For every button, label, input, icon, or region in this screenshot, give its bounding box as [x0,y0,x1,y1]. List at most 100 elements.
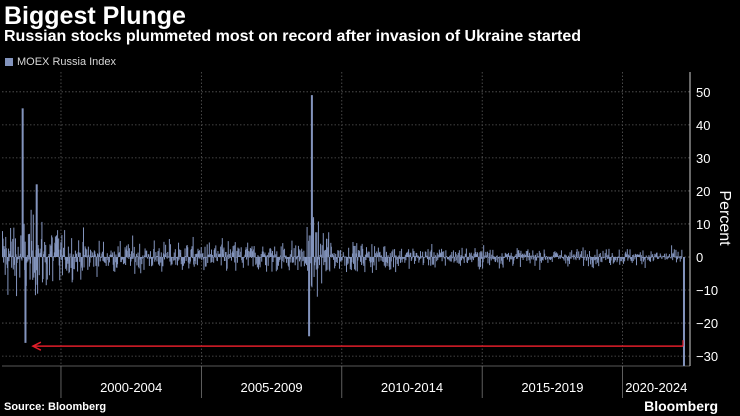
series-bar [335,253,337,257]
y-tick-label: 10 [696,217,710,232]
series-bar [429,256,431,260]
series-bar [522,256,524,260]
series-bar [660,256,662,258]
series-bar [282,249,284,257]
series-bar [579,256,581,259]
series-bar [194,254,196,257]
series-bar [204,246,206,257]
series-bar [314,256,316,263]
series-bar [373,256,375,263]
series-bar [418,256,420,263]
series-bar [250,248,252,257]
series-bar [92,255,94,257]
series-bar [147,254,149,257]
series-bar [188,256,190,269]
series-bar [337,250,339,257]
series-bar [198,256,200,259]
series-bar [401,248,403,257]
series-bar [72,254,74,257]
series-bar [626,255,628,257]
series-bar [633,256,635,257]
series-bar [139,256,141,260]
series-bar [403,256,405,259]
series-bar [576,251,578,257]
series-bar [592,256,594,269]
series-bar [346,256,348,265]
series-bar [36,256,38,285]
series-bar [346,256,347,273]
series-bar [522,253,524,257]
series-bar [403,256,405,259]
series-bar [457,255,459,257]
series-bar [344,256,346,266]
series-bar [643,256,645,259]
series-bar [242,256,244,260]
series-bar [446,256,448,260]
series-bar [40,239,42,257]
series-bar [593,256,595,259]
series-bar [76,256,78,262]
series-bar-extreme [21,108,24,257]
series-bar [345,256,347,258]
series-bar [564,254,566,257]
series-bar [450,256,452,262]
series-bar [115,254,117,257]
series-bar [181,256,183,261]
series-bar [309,256,311,264]
series-bar [310,235,312,257]
series-bar [98,256,100,267]
series-bar [435,255,437,257]
series-bar [593,256,595,261]
series-bar [671,253,673,257]
series-bar [277,256,279,265]
series-bar [536,256,538,261]
series-bar [350,256,352,271]
series-bar [469,252,471,257]
series-bar [668,255,670,257]
series-bar [61,256,63,276]
series-bar [83,227,85,257]
series-bar [495,256,497,263]
series-bar [396,256,398,260]
series-bar [468,256,470,260]
series-bar [613,256,615,262]
series-bar [91,256,93,257]
series-bar [120,256,122,263]
series-bar [228,256,230,260]
series-bar [376,254,378,257]
series-bar [187,256,189,263]
series-bar [513,256,515,258]
series-bar [187,247,189,257]
series-bar [607,254,609,257]
series-bar [349,256,351,270]
series-bar [44,256,46,263]
series-bar [303,250,305,257]
series-bar [537,256,539,257]
series-bar [245,249,247,257]
series-bar [566,256,568,261]
series-bar [229,256,231,258]
series-bar [410,252,412,257]
series-bar [137,252,139,257]
series-bar [57,249,59,257]
series-bar [381,255,383,257]
series-bar [295,256,297,260]
series-bar [679,256,681,262]
series-bar [349,256,351,259]
series-bar [335,256,337,263]
series-bar [475,254,477,257]
series-bar [555,254,557,257]
series-bar [471,255,473,257]
series-bar [630,256,632,262]
series-bar [640,256,642,261]
series-bar [447,256,449,259]
series-bar [681,249,683,257]
series-bar [524,254,526,257]
series-bar [586,256,588,261]
series-bar [26,256,28,263]
series-bar [416,255,418,257]
series-bar [7,248,9,257]
series-bar [506,254,508,257]
series-bar [361,256,363,266]
series-bar [148,254,150,257]
